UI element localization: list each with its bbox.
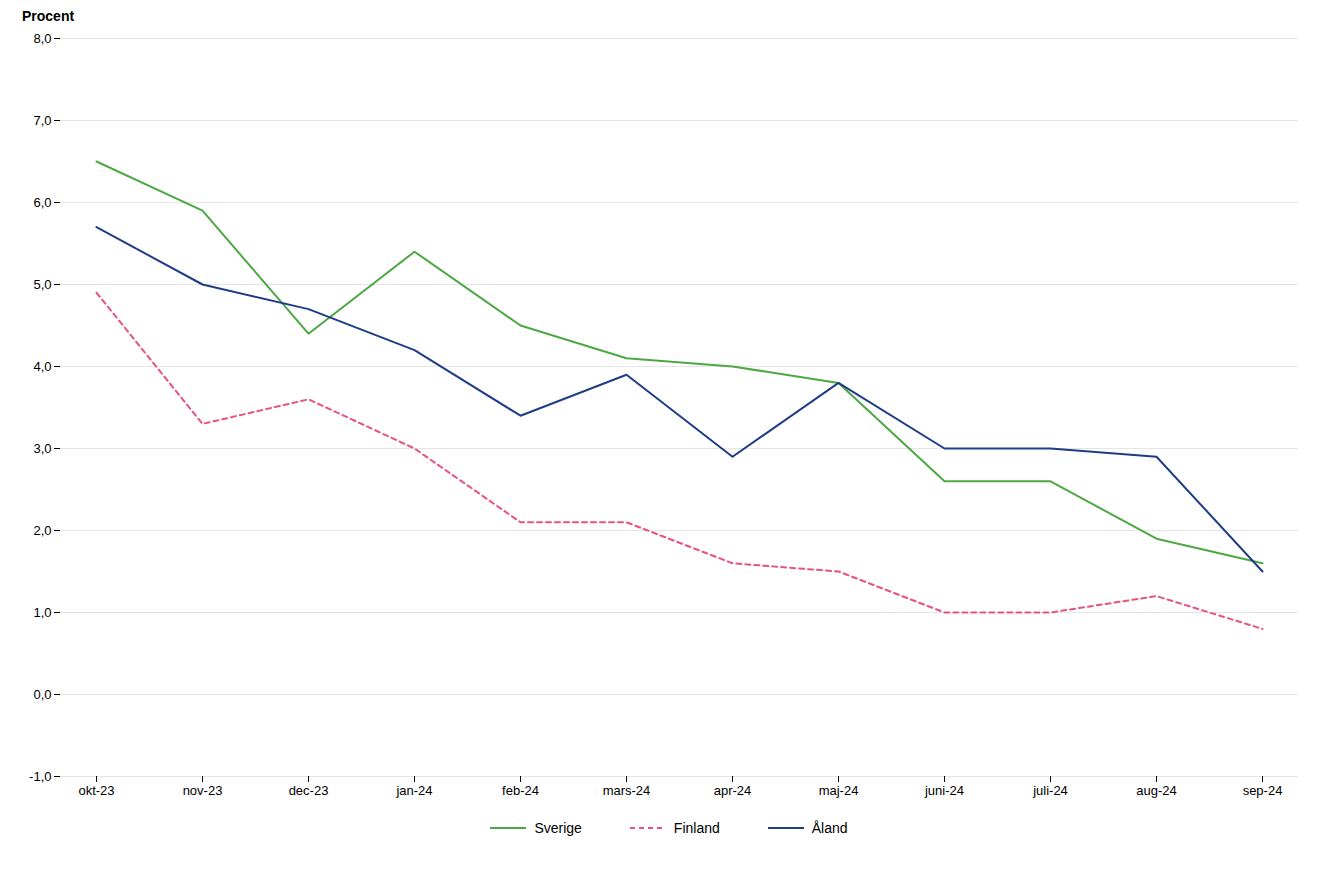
svg-text:4,0: 4,0 (33, 359, 51, 374)
svg-text:7,0: 7,0 (33, 113, 51, 128)
svg-text:apr-24: apr-24 (714, 783, 752, 798)
svg-text:1,0: 1,0 (33, 605, 51, 620)
svg-text:sep-24: sep-24 (1243, 783, 1283, 798)
svg-text:8,0: 8,0 (33, 31, 51, 46)
svg-text:okt-23: okt-23 (78, 783, 114, 798)
svg-text:mars-24: mars-24 (603, 783, 651, 798)
svg-text:0,0: 0,0 (33, 687, 51, 702)
svg-text:maj-24: maj-24 (819, 783, 859, 798)
html-text:Sverige: Sverige (534, 820, 582, 836)
svg-text:6,0: 6,0 (33, 195, 51, 210)
svg-text:-1,0: -1,0 (29, 769, 51, 784)
html-text:Åland: Åland (811, 820, 848, 836)
html-text:Finland: Finland (673, 820, 720, 836)
svg-text:jan-24: jan-24 (395, 783, 432, 798)
svg-text:juni-24: juni-24 (924, 783, 964, 798)
svg-text:5,0: 5,0 (33, 277, 51, 292)
svg-text:nov-23: nov-23 (183, 783, 223, 798)
svg-text:3,0: 3,0 (33, 441, 51, 456)
svg-text:feb-24: feb-24 (502, 783, 539, 798)
html-text:Procent: Procent (22, 8, 75, 24)
svg-text:juli-24: juli-24 (1032, 783, 1068, 798)
svg-text:dec-23: dec-23 (289, 783, 329, 798)
svg-text:2,0: 2,0 (33, 523, 51, 538)
svg-text:aug-24: aug-24 (1136, 783, 1176, 798)
